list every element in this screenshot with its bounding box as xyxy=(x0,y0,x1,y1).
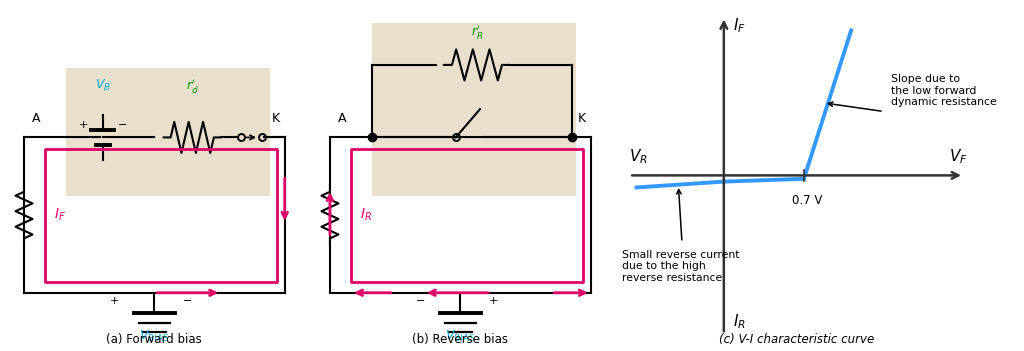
Text: Slope due to
the low forward
dynamic resistance: Slope due to the low forward dynamic res… xyxy=(891,74,997,107)
Text: $I_R$: $I_R$ xyxy=(733,312,745,331)
Text: 0.7 V: 0.7 V xyxy=(793,194,822,207)
Text: K: K xyxy=(271,112,280,125)
Text: $I_F$: $I_F$ xyxy=(54,207,67,223)
Text: $V_{\rm BIAS}$: $V_{\rm BIAS}$ xyxy=(445,329,475,344)
Text: (b) Reverse bias: (b) Reverse bias xyxy=(413,333,508,346)
Text: −: − xyxy=(416,296,426,306)
Text: $V_F$: $V_F$ xyxy=(949,147,968,166)
FancyBboxPatch shape xyxy=(373,24,575,196)
Text: $I_R$: $I_R$ xyxy=(360,207,372,223)
Text: −: − xyxy=(183,296,193,306)
Text: +: + xyxy=(111,296,120,306)
Text: K: K xyxy=(578,112,586,125)
Text: +: + xyxy=(489,296,499,306)
Text: Small reverse current
due to the high
reverse resistance: Small reverse current due to the high re… xyxy=(622,250,739,283)
Text: −: − xyxy=(118,120,127,130)
Text: A: A xyxy=(338,112,346,125)
Text: $I_F$: $I_F$ xyxy=(733,16,745,35)
Text: $V_B$: $V_B$ xyxy=(95,78,111,93)
Text: +: + xyxy=(78,120,88,130)
Text: $r_R'$: $r_R'$ xyxy=(471,23,483,41)
FancyBboxPatch shape xyxy=(67,68,269,196)
Text: $V_R$: $V_R$ xyxy=(629,147,648,166)
Text: (a) Forward bias: (a) Forward bias xyxy=(106,333,203,346)
Text: (c) V-I characteristic curve: (c) V-I characteristic curve xyxy=(719,333,874,346)
Text: $V_{\rm BIAS}$: $V_{\rm BIAS}$ xyxy=(139,329,169,344)
Text: $r_d'$: $r_d'$ xyxy=(186,78,199,96)
Text: A: A xyxy=(32,112,40,125)
